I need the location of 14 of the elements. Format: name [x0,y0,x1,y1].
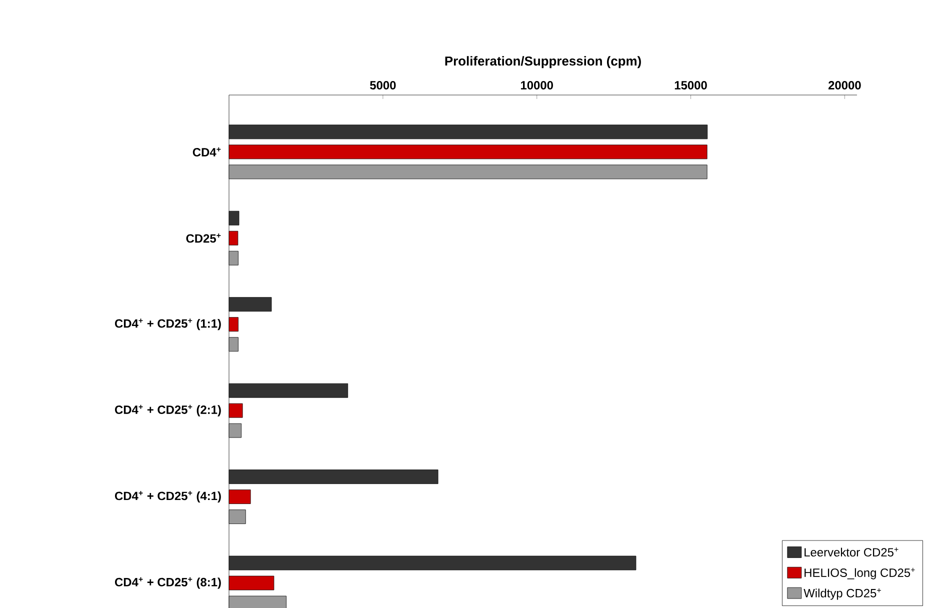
x-tick-label: 5000 [370,81,396,90]
x-tick-label: 20000 [828,81,861,90]
y-tick-label: CD4$^{+}$ + CD25$^{+}$ (4:1) [114,491,221,503]
y-tick-label: CD4$^{+}$ [192,147,221,156]
legend-label: Leervektor CD25$^{+}$ [804,548,898,557]
y-tick-label: CD4$^{+}$ + CD25$^{+}$ (8:1) [114,577,221,589]
y-tick-label: CD4$^{+}$ + CD25$^{+}$ (1:1) [114,318,221,330]
x-axis-title: Proliferation/Suppression (cpm) [445,56,641,68]
y-tick-label: CD4$^{+}$ + CD25$^{+}$ (2:1) [114,404,221,416]
x-tick-label: 10000 [520,81,553,90]
legend-label: HELIOS_long CD25$^{+}$ [804,568,915,580]
legend-label: Wildtyp CD25$^{+}$ [804,588,881,600]
x-tick-label: 15000 [674,81,707,90]
y-tick-label: CD25$^{+}$ [186,234,221,243]
